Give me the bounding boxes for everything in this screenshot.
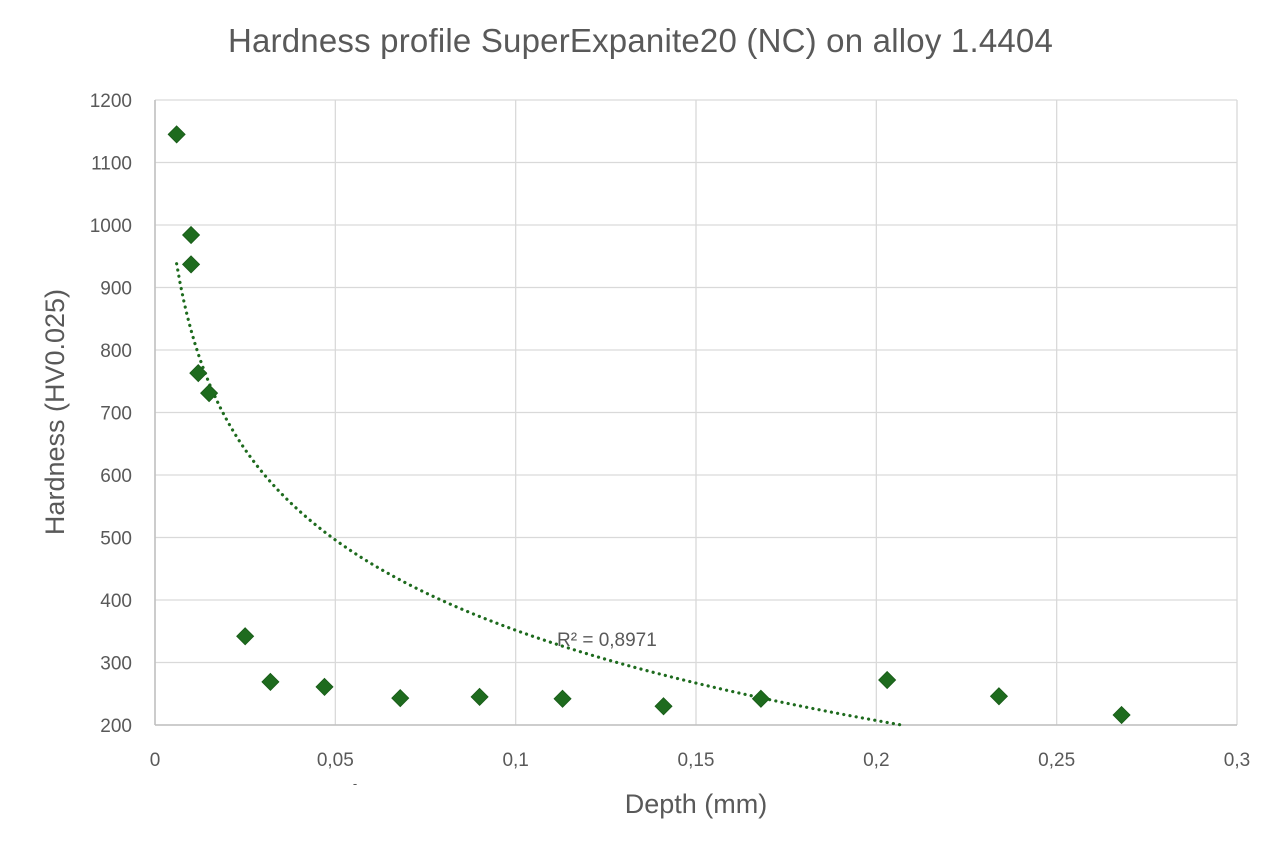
data-point-diamond (315, 677, 334, 696)
trendline (175, 262, 904, 727)
y-tick-label: 1100 (91, 154, 132, 175)
data-point-diamond (654, 697, 673, 716)
x-tick-label: 0,05 (317, 750, 354, 771)
r-squared-label: R² = 0,8971 (557, 630, 657, 651)
x-axis-title: Depth (mm) (625, 789, 768, 819)
data-point-diamond (751, 689, 770, 708)
data-point-diamond (878, 670, 897, 690)
data-point-diamond (1112, 705, 1131, 725)
y-tick-label: 1000 (90, 216, 132, 237)
chart-title: Hardness profile SuperExpanite20 (NC) on… (227, 22, 1054, 59)
y-tick-label: 400 (100, 591, 132, 612)
plot-area (154, 100, 1237, 726)
data-points (167, 125, 1131, 725)
data-point-diamond (182, 255, 201, 274)
y-axis-title: Hardness (HV0.025) (40, 289, 70, 535)
x-tick-label: 0 (150, 750, 161, 771)
y-tick-label: 600 (100, 466, 132, 487)
data-point-diamond (189, 364, 208, 383)
data-point-diamond (261, 672, 280, 691)
data-point-diamond (391, 689, 410, 708)
data-point-diamond (553, 689, 572, 708)
y-tick-label: 700 (100, 404, 132, 425)
x-tick-label: 0,15 (678, 750, 715, 771)
x-tick-label: 0,3 (1224, 750, 1250, 771)
data-point-diamond (200, 384, 219, 403)
y-tick-label: 200 (100, 716, 132, 737)
x-tick-label: 0,25 (1038, 750, 1075, 771)
data-point-diamond (167, 125, 186, 144)
y-axis-ticks: 200 300 400 500 600 700 800 900 1000 1100 1200 (90, 91, 132, 737)
data-point-diamond (989, 687, 1009, 706)
data-point-diamond (182, 225, 201, 245)
y-tick-label: 900 (100, 279, 132, 300)
y-tick-label: 300 (100, 654, 132, 675)
y-tick-label: 500 (100, 529, 132, 550)
x-axis-ticks: 0 0,05 0,1 0,15 0,2 0,25 0,3 (150, 750, 1251, 771)
y-tick-label: 800 (100, 341, 132, 362)
x-tick-label: 0,2 (863, 750, 889, 771)
stray-dash-mark: - (353, 776, 357, 791)
x-tick-label: 0,1 (502, 750, 528, 771)
data-point-diamond (236, 627, 255, 646)
data-point-diamond (470, 687, 489, 706)
y-tick-label: 1200 (90, 91, 132, 112)
gridlines (154, 99, 1238, 726)
